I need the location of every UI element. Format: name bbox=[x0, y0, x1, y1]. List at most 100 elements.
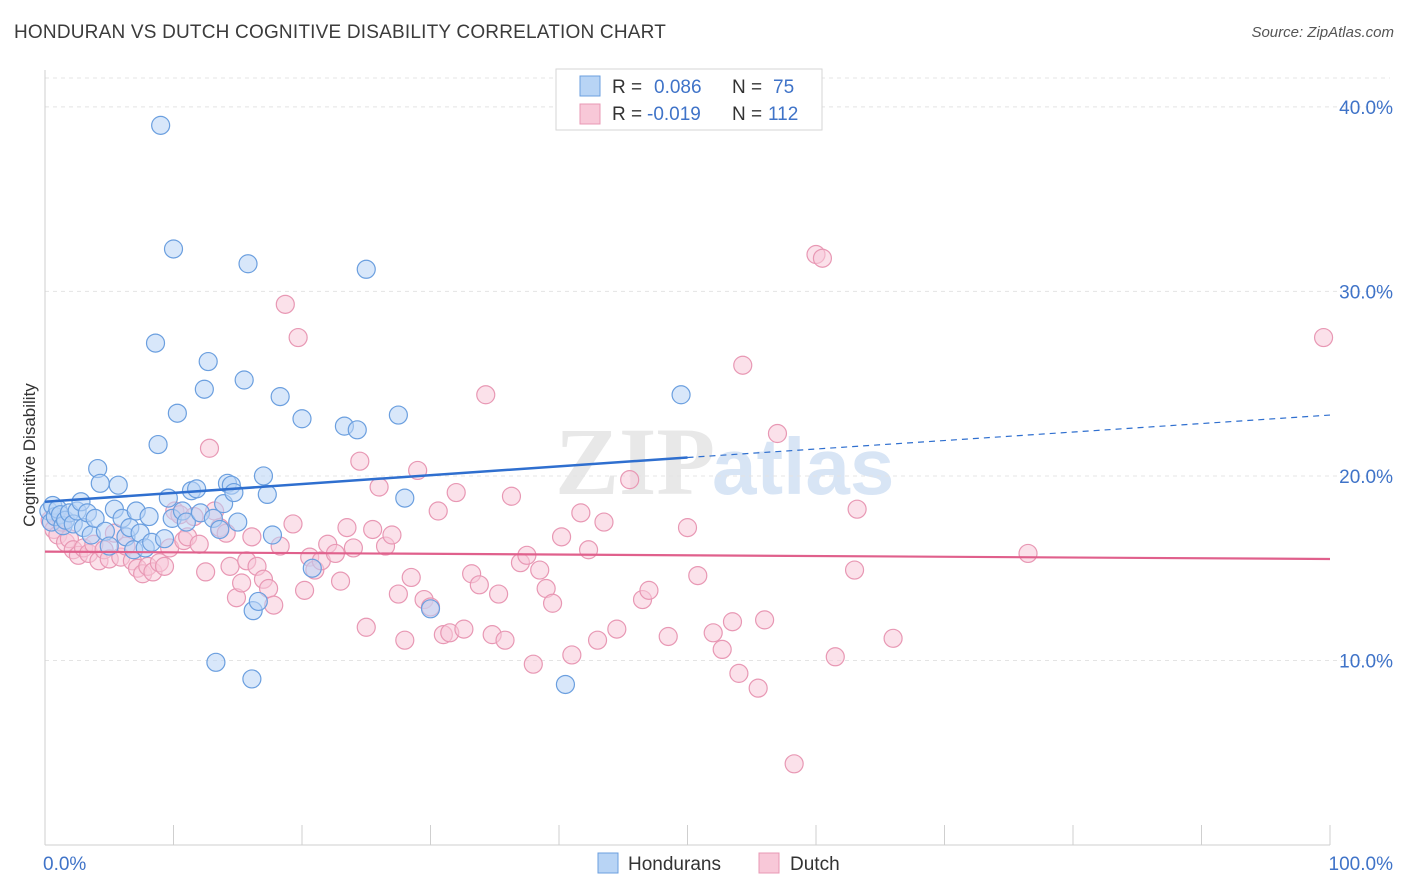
grid-lines bbox=[45, 77, 1390, 661]
dutch-point bbox=[587, 630, 608, 650]
honduran-point bbox=[238, 254, 258, 274]
dutch-point bbox=[388, 584, 408, 604]
honduran-point bbox=[555, 674, 576, 695]
honduran-point bbox=[347, 420, 367, 440]
dutch-point bbox=[154, 556, 175, 576]
dutch-point bbox=[639, 580, 659, 600]
dutch-point bbox=[476, 385, 496, 405]
dutch-point bbox=[189, 534, 209, 554]
dutch-point bbox=[812, 248, 833, 268]
honduran-points bbox=[39, 115, 691, 695]
dutch-point bbox=[767, 423, 788, 444]
stats-r-label-dutch: R = bbox=[612, 104, 642, 125]
dutch-point bbox=[607, 619, 627, 639]
dutch-point bbox=[722, 612, 743, 632]
dutch-point bbox=[551, 527, 572, 547]
honduran-point bbox=[145, 333, 166, 353]
honduran-point bbox=[90, 473, 110, 493]
dutch-point bbox=[523, 654, 543, 674]
dutch-point bbox=[220, 556, 240, 576]
dutch-point bbox=[363, 519, 383, 540]
dutch-point bbox=[495, 630, 515, 650]
stats-n-label-dutch: N = bbox=[732, 104, 762, 125]
dutch-point bbox=[825, 647, 845, 667]
y-tick-labels: 10.0% 20.0% 30.0% 40.0% bbox=[1339, 98, 1393, 673]
y-tick-label: 30.0% bbox=[1339, 282, 1393, 303]
legend-swatch-dutch bbox=[758, 852, 780, 874]
honduran-point bbox=[154, 529, 175, 549]
dutch-point bbox=[501, 486, 522, 506]
stats-r-value-dutch: -0.019 bbox=[647, 104, 701, 125]
honduran-point bbox=[163, 239, 184, 259]
honduran-point bbox=[242, 669, 262, 689]
honduran-point bbox=[270, 387, 290, 407]
dutch-point bbox=[530, 560, 550, 580]
dutch-point bbox=[196, 562, 216, 582]
legend-label-dutch: Dutch bbox=[790, 854, 840, 875]
dutch-point bbox=[883, 628, 903, 648]
dutch-point bbox=[620, 470, 640, 490]
honduran-point bbox=[108, 475, 128, 495]
dutch-point bbox=[232, 573, 252, 593]
dutch-point bbox=[288, 327, 308, 348]
stats-r-label-hondurans: R = bbox=[612, 77, 642, 98]
stats-r-value-hondurans: 0.086 bbox=[654, 77, 702, 98]
dutch-point bbox=[446, 482, 466, 503]
legend-swatch-hondurans bbox=[597, 852, 619, 874]
dutch-point bbox=[454, 619, 474, 639]
honduran-point bbox=[228, 512, 248, 532]
y-tick-label: 20.0% bbox=[1339, 467, 1393, 488]
honduran-point bbox=[253, 466, 274, 486]
dutch-point bbox=[382, 525, 402, 545]
dutch-point bbox=[489, 584, 509, 604]
dutch-point bbox=[294, 580, 315, 600]
honduran-point bbox=[248, 591, 268, 612]
honduran-point bbox=[302, 558, 322, 578]
x-tick-labels: 0.0% 100.0% bbox=[43, 854, 1393, 875]
dutch-points bbox=[40, 244, 1334, 774]
stats-n-label-hondurans: N = bbox=[732, 77, 762, 98]
dutch-point bbox=[199, 438, 220, 458]
stats-swatch-hondurans bbox=[579, 75, 601, 97]
x-tick-label: 0.0% bbox=[43, 854, 86, 875]
bottom-legend: Hondurans Dutch bbox=[597, 852, 840, 875]
dutch-point bbox=[562, 645, 582, 665]
y-axis-title: Cognitive Disability bbox=[20, 383, 39, 527]
honduran-point bbox=[85, 508, 105, 528]
y-tick-label: 40.0% bbox=[1339, 98, 1393, 119]
dutch-point bbox=[594, 512, 614, 532]
honduran-point bbox=[388, 405, 408, 425]
stats-n-value-dutch: 112 bbox=[768, 104, 798, 125]
dutch-point bbox=[712, 639, 732, 660]
dutch-point bbox=[571, 503, 591, 523]
dutch-point bbox=[542, 593, 563, 613]
honduran-point bbox=[234, 370, 254, 390]
watermark-atlas: atlas bbox=[712, 422, 894, 511]
stats-box: R = 0.086 N = 75 R = -0.019 N = 112 bbox=[555, 68, 823, 131]
honduran-point bbox=[139, 506, 159, 527]
dutch-point bbox=[784, 754, 804, 774]
honduran-point bbox=[176, 512, 196, 532]
stats-n-value-hondurans: 75 bbox=[773, 77, 794, 98]
honduran-point bbox=[395, 488, 415, 508]
honduran-point bbox=[420, 599, 441, 619]
dutch-point bbox=[847, 499, 867, 519]
dutch-point bbox=[729, 663, 749, 683]
honduran-point bbox=[151, 115, 171, 135]
dutch-point bbox=[733, 355, 753, 375]
dutch-point bbox=[688, 565, 708, 586]
axes bbox=[44, 70, 1331, 846]
honduran-point bbox=[148, 434, 168, 455]
honduran-point bbox=[671, 385, 691, 405]
honduran-point bbox=[99, 536, 119, 556]
dutch-point bbox=[428, 501, 448, 521]
stats-swatch-dutch bbox=[579, 103, 601, 125]
dutch-point bbox=[337, 518, 357, 538]
honduran-point bbox=[262, 525, 283, 545]
dutch-point bbox=[350, 451, 370, 471]
dutch-point bbox=[242, 527, 262, 547]
chart-source: Source: ZipAtlas.com bbox=[1251, 24, 1394, 41]
honduran-trend-extension bbox=[687, 414, 1331, 459]
trend-lines bbox=[44, 414, 1331, 561]
